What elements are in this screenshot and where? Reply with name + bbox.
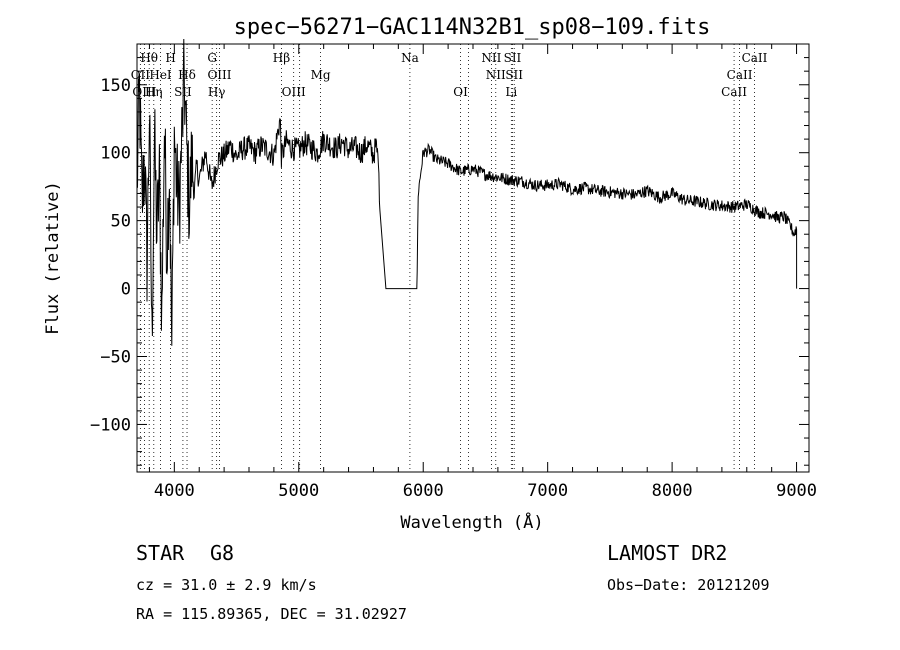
- line-annotation-label: HeI: [149, 68, 172, 82]
- line-annotation-label: NII: [486, 68, 506, 82]
- y-tick-label: 100: [100, 144, 131, 164]
- redshift: cz = 31.0 ± 2.9 km/s: [136, 576, 317, 594]
- survey-name: LAMOST DR2: [607, 541, 728, 565]
- observation-date: Obs−Date: 20121209: [607, 576, 770, 594]
- line-annotation-label: H: [165, 51, 175, 65]
- line-annotation-label: SII: [504, 51, 522, 65]
- line-annotation-label: OI: [453, 85, 468, 99]
- line-annotation-label: Hδ: [178, 68, 196, 82]
- y-tick-label: 150: [100, 76, 131, 96]
- y-tick-label: −100: [90, 415, 131, 435]
- y-tick-label: 0: [121, 280, 131, 300]
- x-tick-label: 7000: [527, 481, 568, 501]
- line-annotation-label: Hθ: [140, 51, 158, 65]
- chart-title: spec−56271−GAC114N32B1_sp08−109.fits: [234, 15, 711, 40]
- y-axis: −100 −50 0 50 100 150: [90, 57, 809, 466]
- line-annotation-label: OII: [131, 68, 151, 82]
- line-annotation-label: Li: [505, 85, 517, 99]
- x-axis: 4000 5000 6000 7000 8000 9000: [148, 44, 817, 501]
- line-annotation-label: CaII: [727, 68, 753, 82]
- line-annotation-label: OIII: [207, 68, 231, 82]
- line-markers: [139, 44, 755, 472]
- coordinates: RA = 115.89365, DEC = 31.02927: [136, 605, 407, 623]
- x-tick-label: 8000: [652, 481, 693, 501]
- plot-frame: [136, 43, 810, 473]
- line-annotation-label: SII: [505, 68, 523, 82]
- line-annotation-label: Mg: [311, 68, 331, 82]
- y-tick-label: 50: [111, 212, 131, 232]
- x-tick-label: 6000: [403, 481, 444, 501]
- line-annotation-label: NII: [481, 51, 501, 65]
- line-annotation-label: CaII: [742, 51, 768, 65]
- line-annotation-label: CaII: [721, 85, 747, 99]
- line-annotation-label: G: [207, 51, 217, 65]
- line-annotation-label: Hβ: [273, 51, 290, 65]
- y-tick-label: −50: [100, 348, 131, 368]
- object-class: STAR: [136, 541, 185, 565]
- x-tick-label: 5000: [278, 481, 319, 501]
- spectrum-line: [136, 38, 798, 346]
- x-tick-label: 4000: [154, 481, 195, 501]
- line-annotation-label: OIII: [282, 85, 306, 99]
- line-annotation-label: Hη: [145, 85, 163, 99]
- y-axis-label: Flux (relative): [43, 181, 63, 335]
- line-annotation-label: Hγ: [208, 85, 226, 99]
- x-axis-label: Wavelength (Å): [400, 511, 543, 533]
- line-annotation-label: Na: [401, 51, 419, 65]
- subclass: G8: [210, 541, 235, 565]
- x-tick-label: 9000: [776, 481, 817, 501]
